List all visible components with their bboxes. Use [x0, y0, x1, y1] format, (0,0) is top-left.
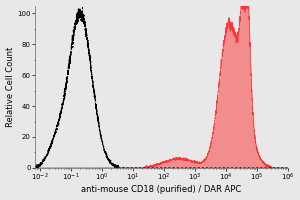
X-axis label: anti-mouse CD18 (purified) / DAR APC: anti-mouse CD18 (purified) / DAR APC — [81, 185, 242, 194]
Y-axis label: Relative Cell Count: Relative Cell Count — [6, 47, 15, 127]
